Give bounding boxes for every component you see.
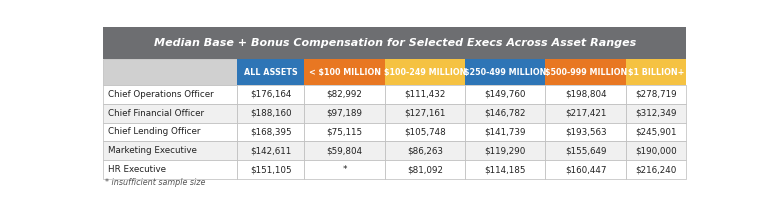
Bar	[545, 59, 626, 85]
Bar	[304, 123, 385, 141]
Bar	[385, 85, 465, 104]
Bar	[465, 160, 545, 179]
Bar	[545, 104, 626, 123]
Text: Chief Financial Officer: Chief Financial Officer	[108, 109, 204, 118]
Text: $100-249 MILLION: $100-249 MILLION	[383, 68, 466, 77]
Text: $105,748: $105,748	[404, 128, 446, 136]
Text: $82,992: $82,992	[326, 90, 363, 99]
Bar	[103, 59, 237, 85]
Text: $149,760: $149,760	[484, 90, 526, 99]
Bar	[237, 123, 304, 141]
Bar	[626, 85, 686, 104]
Text: $141,739: $141,739	[484, 128, 526, 136]
Text: $198,804: $198,804	[565, 90, 607, 99]
Text: $278,719: $278,719	[635, 90, 677, 99]
Bar	[545, 123, 626, 141]
Text: $127,161: $127,161	[404, 109, 446, 118]
Text: $216,240: $216,240	[635, 165, 677, 174]
Text: $190,000: $190,000	[635, 146, 677, 155]
Text: $81,092: $81,092	[407, 165, 443, 174]
Text: $500-999 MILLION: $500-999 MILLION	[544, 68, 627, 77]
Text: $59,804: $59,804	[326, 146, 363, 155]
Bar	[103, 141, 237, 160]
Bar	[237, 141, 304, 160]
Bar	[304, 160, 385, 179]
Text: Chief Lending Officer: Chief Lending Officer	[108, 128, 200, 136]
Text: $119,290: $119,290	[484, 146, 526, 155]
Bar	[237, 104, 304, 123]
Bar	[626, 160, 686, 179]
Text: $75,115: $75,115	[326, 128, 363, 136]
Text: $217,421: $217,421	[565, 109, 606, 118]
Bar	[385, 123, 465, 141]
Bar	[385, 160, 465, 179]
Bar	[304, 59, 385, 85]
Bar	[304, 141, 385, 160]
Bar	[304, 104, 385, 123]
Text: *: *	[343, 165, 346, 174]
Text: $114,185: $114,185	[484, 165, 526, 174]
Text: Median Base + Bonus Compensation for Selected Execs Across Asset Ranges: Median Base + Bonus Compensation for Sel…	[153, 38, 636, 48]
Bar	[103, 27, 686, 59]
Bar	[237, 59, 304, 85]
Text: $146,782: $146,782	[484, 109, 526, 118]
Bar	[545, 85, 626, 104]
Bar	[626, 59, 686, 85]
Bar	[385, 59, 465, 85]
Bar	[465, 85, 545, 104]
Text: $312,349: $312,349	[635, 109, 677, 118]
Bar	[465, 123, 545, 141]
Text: $111,432: $111,432	[404, 90, 446, 99]
Text: $193,563: $193,563	[565, 128, 607, 136]
Text: ALL ASSETS: ALL ASSETS	[244, 68, 298, 77]
Bar	[237, 85, 304, 104]
Text: $176,164: $176,164	[250, 90, 292, 99]
Text: $245,901: $245,901	[635, 128, 677, 136]
Text: $97,189: $97,189	[326, 109, 363, 118]
Text: $1 BILLION+: $1 BILLION+	[628, 68, 684, 77]
Text: $188,160: $188,160	[250, 109, 292, 118]
Bar	[103, 104, 237, 123]
Text: $250-499 MILLION: $250-499 MILLION	[464, 68, 547, 77]
Text: $160,447: $160,447	[565, 165, 607, 174]
Bar	[103, 160, 237, 179]
Bar	[545, 141, 626, 160]
Text: < $100 MILLION: < $100 MILLION	[309, 68, 380, 77]
Text: $142,611: $142,611	[250, 146, 292, 155]
Bar	[304, 85, 385, 104]
Bar	[385, 141, 465, 160]
Text: Chief Operations Officer: Chief Operations Officer	[108, 90, 213, 99]
Bar	[626, 104, 686, 123]
Bar	[626, 141, 686, 160]
Text: HR Executive: HR Executive	[108, 165, 166, 174]
Bar	[545, 160, 626, 179]
Bar	[626, 123, 686, 141]
Bar	[103, 123, 237, 141]
Text: Marketing Executive: Marketing Executive	[108, 146, 196, 155]
Bar	[103, 85, 237, 104]
Text: $151,105: $151,105	[250, 165, 292, 174]
Bar	[465, 104, 545, 123]
Text: $155,649: $155,649	[565, 146, 607, 155]
Text: $86,263: $86,263	[407, 146, 443, 155]
Bar	[465, 59, 545, 85]
Bar	[465, 141, 545, 160]
Bar	[237, 160, 304, 179]
Text: * insufficient sample size: * insufficient sample size	[105, 178, 206, 187]
Text: $168,395: $168,395	[250, 128, 292, 136]
Bar	[385, 104, 465, 123]
